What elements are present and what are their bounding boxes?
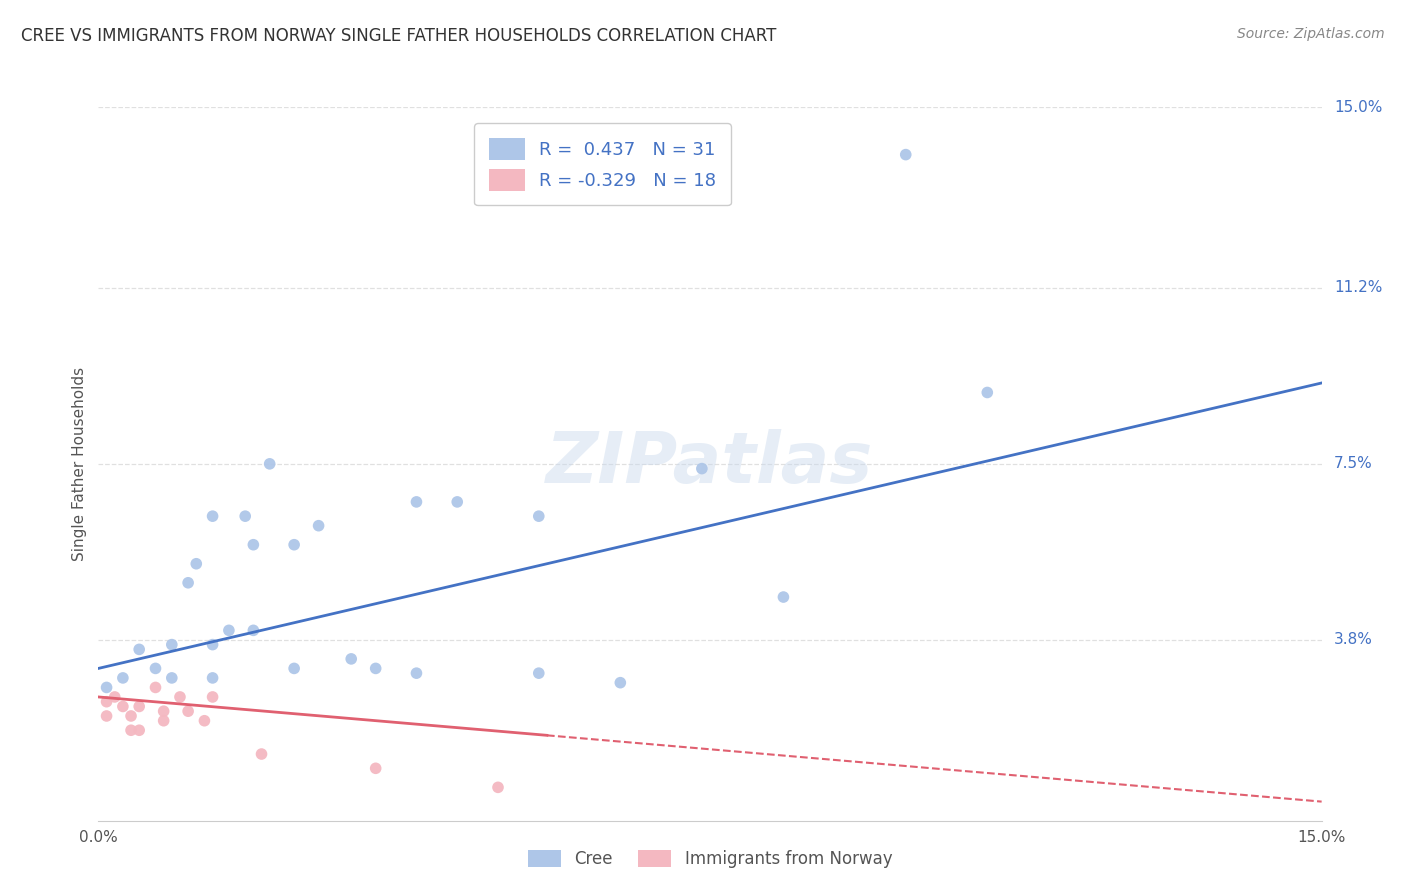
Point [364,661,387,675]
Text: 15.0%: 15.0% [1334,100,1382,114]
Point [169,690,191,704]
Text: CREE VS IMMIGRANTS FROM NORWAY SINGLE FATHER HOUSEHOLDS CORRELATION CHART: CREE VS IMMIGRANTS FROM NORWAY SINGLE FA… [21,27,776,45]
Point [242,624,264,638]
Point [218,624,240,638]
Point [340,652,363,666]
Point [976,385,998,400]
Point [160,638,183,652]
Point [201,509,224,524]
Y-axis label: Single Father Households: Single Father Households [72,367,87,561]
Point [308,518,330,533]
Text: 3.8%: 3.8% [1334,632,1372,648]
Point [145,681,167,695]
Point [111,699,134,714]
Point [128,642,150,657]
Text: 7.5%: 7.5% [1334,457,1372,471]
Point [96,709,118,723]
Point [152,714,174,728]
Point [242,538,264,552]
Point [446,495,468,509]
Point [201,671,224,685]
Point [177,704,200,718]
Point [405,666,427,681]
Point [233,509,256,524]
Point [120,709,142,723]
Point [177,575,200,590]
Point [690,461,713,475]
Point [104,690,127,704]
Point [259,457,281,471]
Legend: Cree, Immigrants from Norway: Cree, Immigrants from Norway [519,842,901,877]
Point [527,509,550,524]
Point [96,695,118,709]
Point [193,714,215,728]
Point [486,780,509,795]
Point [772,590,794,604]
Point [609,675,631,690]
Point [283,538,305,552]
Text: Source: ZipAtlas.com: Source: ZipAtlas.com [1237,27,1385,41]
Point [201,638,224,652]
Point [152,704,174,718]
Point [364,761,387,775]
Point [96,681,118,695]
Text: ZIPatlas: ZIPatlas [547,429,873,499]
Point [111,671,134,685]
Point [120,723,142,738]
Point [128,723,150,738]
Point [160,671,183,685]
Point [128,699,150,714]
Point [250,747,273,761]
Text: 11.2%: 11.2% [1334,280,1382,295]
Point [894,147,917,161]
Point [405,495,427,509]
Point [283,661,305,675]
Point [186,557,208,571]
Point [145,661,167,675]
Point [527,666,550,681]
Point [201,690,224,704]
